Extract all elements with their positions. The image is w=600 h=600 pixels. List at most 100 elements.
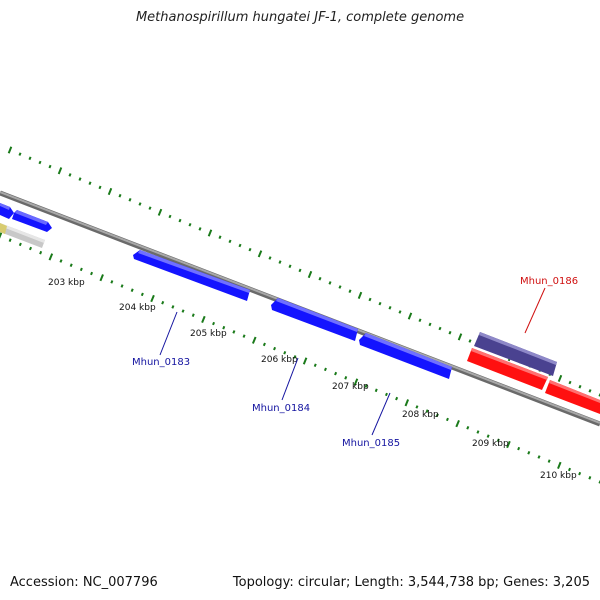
minor-tick (178, 218, 182, 223)
minor-tick (248, 247, 252, 252)
gene-label-mhun-0186[interactable]: Mhun_0186 (520, 276, 578, 287)
outer-tick-track (7, 146, 600, 397)
minor-tick (262, 342, 266, 347)
gene-feature-mhun-0186[interactable] (474, 332, 557, 376)
minor-tick (288, 264, 292, 269)
minor-tick (435, 413, 439, 418)
tick-label: 210 kbp (540, 471, 577, 481)
minor-tick (28, 246, 33, 251)
minor-tick (318, 276, 322, 281)
minor-tick (78, 177, 82, 181)
minor-tick (298, 268, 302, 273)
minor-tick (364, 384, 368, 388)
minor-tick (344, 376, 348, 380)
minor-tick (168, 214, 172, 219)
minor-tick (547, 459, 551, 463)
minor-tick (120, 284, 124, 288)
minor-tick (537, 455, 541, 459)
minor-tick (517, 446, 521, 451)
minor-tick (8, 238, 12, 242)
major-tick (7, 146, 13, 154)
gene-label-mhun-0184[interactable]: Mhun_0184 (252, 403, 310, 414)
major-tick (455, 420, 460, 428)
major-tick (48, 253, 54, 261)
minor-tick (90, 271, 94, 276)
minor-tick (188, 222, 192, 227)
minor-tick (415, 405, 419, 409)
minor-tick (568, 380, 572, 385)
minor-tick (384, 392, 388, 397)
gene-label-mhun-0183[interactable]: Mhun_0183 (132, 357, 190, 368)
minor-tick (181, 309, 185, 313)
major-tick (506, 440, 511, 449)
minor-tick (273, 346, 277, 351)
tick-label: 206 kbp (261, 355, 298, 365)
gene-labels: Mhun_0183 Mhun_0184 Mhun_0185 Mhun_0186 (132, 276, 578, 449)
tick-label: 209 kbp (472, 439, 509, 449)
minor-tick (418, 318, 422, 323)
minor-tick (438, 326, 442, 331)
minor-tick (69, 263, 73, 267)
minor-tick (48, 164, 52, 169)
major-tick (557, 374, 563, 382)
major-tick (302, 357, 308, 365)
minor-tick (578, 471, 582, 476)
major-tick (99, 274, 104, 282)
gene-label-leaders (159, 287, 546, 436)
minor-tick (222, 325, 226, 330)
gene-feature-red[interactable] (545, 380, 600, 414)
minor-tick (38, 160, 42, 165)
minor-tick (588, 389, 592, 393)
gene-feature-mhun-0185[interactable] (359, 333, 452, 379)
minor-tick (118, 193, 122, 198)
minor-tick (338, 285, 342, 289)
minor-tick (348, 289, 352, 293)
major-tick (57, 167, 63, 175)
minor-tick (466, 426, 470, 430)
major-tick (357, 291, 363, 299)
minor-tick (496, 438, 500, 443)
major-tick (150, 294, 155, 303)
gene-label-mhun-0185[interactable]: Mhun_0185 (342, 438, 400, 449)
minor-tick (218, 235, 222, 239)
gene-feature[interactable] (12, 210, 52, 232)
gene-feature-mhun-0184[interactable] (271, 298, 358, 341)
minor-tick (110, 280, 114, 284)
minor-tick (232, 330, 236, 334)
gene-feature-red[interactable] (467, 348, 548, 390)
gene-feature-mhun-0183[interactable] (133, 250, 250, 301)
minor-tick (161, 300, 165, 305)
minor-tick (228, 239, 232, 244)
minor-tick (18, 152, 22, 156)
tick-label: 208 kbp (402, 410, 439, 420)
gene-feature[interactable] (0, 203, 14, 219)
minor-tick (18, 242, 22, 247)
minor-tick (374, 388, 378, 393)
major-tick (207, 229, 213, 237)
gene-feature-gray[interactable] (0, 223, 45, 248)
inner-tick-track (0, 232, 600, 484)
minor-tick (388, 306, 392, 310)
minor-tick (238, 243, 242, 248)
major-tick (557, 461, 562, 469)
minor-tick (98, 185, 102, 190)
major-tick (107, 187, 113, 196)
major-tick (404, 399, 410, 407)
minor-tick (567, 467, 572, 472)
minor-tick (130, 288, 134, 292)
minor-tick (268, 256, 272, 260)
minor-tick (368, 297, 372, 302)
major-tick (251, 336, 257, 344)
accession-text: Accession: NC_007796 (10, 575, 158, 590)
minor-tick (378, 301, 382, 306)
minor-tick (468, 339, 472, 343)
scale-labels: 203 kbp 204 kbp 205 kbp 206 kbp 207 kbp … (48, 278, 577, 481)
minor-tick (79, 267, 83, 272)
tick-label: 207 kbp (332, 382, 369, 392)
map-title: Methanospirillum hungatei JF-1, complete… (135, 10, 465, 25)
minor-tick (28, 156, 32, 161)
minor-tick (39, 250, 43, 255)
minor-tick (445, 417, 449, 422)
major-tick (201, 315, 206, 323)
